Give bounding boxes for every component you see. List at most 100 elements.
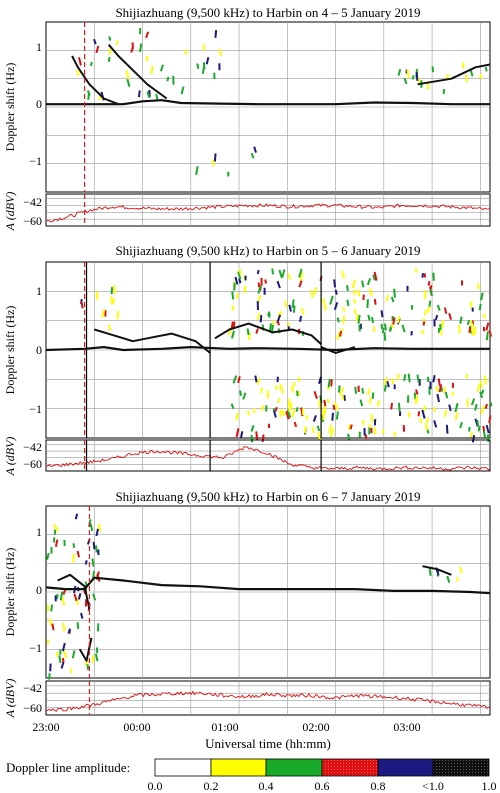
- doppler-echo-point: [63, 539, 66, 546]
- doppler-echo-point: [155, 93, 159, 100]
- doppler-echo-point: [94, 653, 99, 662]
- doppler-echo-point: [368, 423, 372, 429]
- doppler-echo-point: [172, 75, 175, 85]
- doppler-echo-point: [166, 76, 170, 82]
- doppler-echo-point: [459, 316, 463, 324]
- doppler-echo-point: [313, 287, 318, 295]
- legend-swatch-0: [154, 758, 212, 777]
- doppler-echo-point: [277, 398, 281, 404]
- legend-swatch-2: [265, 758, 323, 777]
- doppler-echo-point: [244, 275, 247, 281]
- doppler-echo-point: [214, 30, 218, 38]
- panel-2-doppler-plot: [45, 261, 493, 443]
- doppler-echo-point: [476, 419, 480, 426]
- legend-tick-3: 0.6: [315, 779, 330, 793]
- doppler-echo-point: [485, 424, 490, 434]
- doppler-echo-point: [48, 673, 51, 680]
- doppler-echo-point: [58, 655, 62, 664]
- doppler-echo-point: [257, 284, 262, 294]
- doppler-echo-point: [257, 377, 261, 385]
- panel-2-amplitude-frame: [45, 439, 491, 472]
- legend-color-bar: [154, 758, 490, 777]
- doppler-echo-point: [46, 552, 50, 560]
- doppler-echo-point: [333, 302, 339, 310]
- panel-3-ytick-1: 1: [36, 525, 42, 539]
- panel-2-traces: [45, 322, 490, 354]
- doppler-echo-point: [433, 407, 436, 413]
- doppler-echo-point: [211, 159, 215, 167]
- doppler-echo-point: [75, 69, 80, 77]
- doppler-echo-point: [137, 90, 141, 98]
- doppler-echo-point: [287, 322, 290, 327]
- doppler-echo-point: [235, 428, 240, 438]
- doppler-echo-point: [461, 280, 464, 286]
- doppler-echo-point: [354, 386, 357, 394]
- doppler-echo-point: [415, 389, 419, 395]
- panel-3-amp-label: A (dBV): [3, 679, 17, 719]
- doppler-trace-1: [45, 346, 490, 352]
- doppler-echo-point: [482, 326, 486, 332]
- doppler-echo-point: [403, 374, 407, 382]
- doppler-echo-point: [484, 66, 488, 72]
- doppler-echo-point: [61, 657, 65, 663]
- doppler-echo-point: [265, 405, 268, 412]
- doppler-echo-point: [421, 409, 426, 419]
- doppler-echo-point: [231, 291, 235, 300]
- doppler-echo-point: [471, 307, 474, 312]
- doppler-echo-point: [231, 330, 235, 339]
- doppler-echo-point: [363, 428, 366, 436]
- legend-tick-6: 1.0: [482, 779, 497, 793]
- doppler-echo-point: [274, 385, 278, 390]
- doppler-echo-point: [312, 415, 317, 422]
- doppler-echo-point: [347, 423, 352, 430]
- doppler-echo-point: [456, 577, 460, 582]
- doppler-echo-point: [213, 153, 217, 162]
- doppler-echo-point: [442, 89, 446, 95]
- panel-1-amp-tick-42: −42: [23, 195, 42, 209]
- doppler-echo-point: [256, 301, 259, 311]
- doppler-echo-point: [205, 57, 210, 65]
- doppler-echo-point: [371, 316, 375, 324]
- doppler-echo-point: [351, 279, 356, 289]
- doppler-echo-point: [84, 560, 88, 565]
- doppler-echo-point: [482, 430, 486, 438]
- doppler-echo-point: [50, 604, 54, 612]
- panel-2-scatter: [80, 268, 493, 443]
- doppler-echo-point: [443, 409, 448, 417]
- panel-2-title: Shijiazhuang (9,500 kHz) to Harbin on 5 …: [115, 243, 420, 258]
- doppler-echo-point: [239, 390, 242, 396]
- doppler-echo-point: [483, 375, 487, 385]
- doppler-echo-point: [273, 410, 277, 418]
- doppler-echo-point: [466, 319, 470, 326]
- panel-2-amplitude-plot: [45, 439, 491, 472]
- doppler-echo-point: [473, 326, 477, 335]
- doppler-echo-point: [468, 326, 472, 333]
- doppler-echo-point: [423, 309, 428, 316]
- doppler-echo-point: [485, 322, 490, 331]
- doppler-echo-point: [232, 375, 238, 384]
- doppler-echo-point: [411, 75, 415, 80]
- doppler-trace-3: [214, 322, 322, 345]
- legend-swatch-3: [321, 758, 379, 777]
- doppler-echo-point: [347, 433, 351, 441]
- x-axis: 23:00 00:00 01:00 02:00 03:00 Universal …: [32, 720, 420, 751]
- doppler-echo-point: [372, 326, 376, 333]
- legend-tick-1: 0.2: [204, 779, 219, 793]
- doppler-echo-point: [280, 386, 284, 394]
- doppler-echo-point: [145, 31, 150, 39]
- doppler-echo-point: [410, 305, 414, 310]
- doppler-echo-point: [238, 268, 242, 275]
- doppler-echo-point: [234, 276, 239, 285]
- doppler-echo-point: [247, 410, 250, 416]
- doppler-echo-point: [184, 49, 188, 55]
- panel-1-amplitude-plot: [45, 193, 491, 227]
- doppler-echo-point: [59, 649, 62, 655]
- doppler-echo-point: [338, 385, 341, 393]
- doppler-echo-point: [46, 639, 50, 645]
- doppler-echo-point: [366, 299, 369, 309]
- doppler-echo-point: [349, 424, 353, 430]
- doppler-echo-point: [454, 402, 459, 413]
- doppler-echo-point: [231, 305, 235, 311]
- doppler-echo-point: [201, 66, 206, 74]
- doppler-echo-point: [288, 304, 292, 312]
